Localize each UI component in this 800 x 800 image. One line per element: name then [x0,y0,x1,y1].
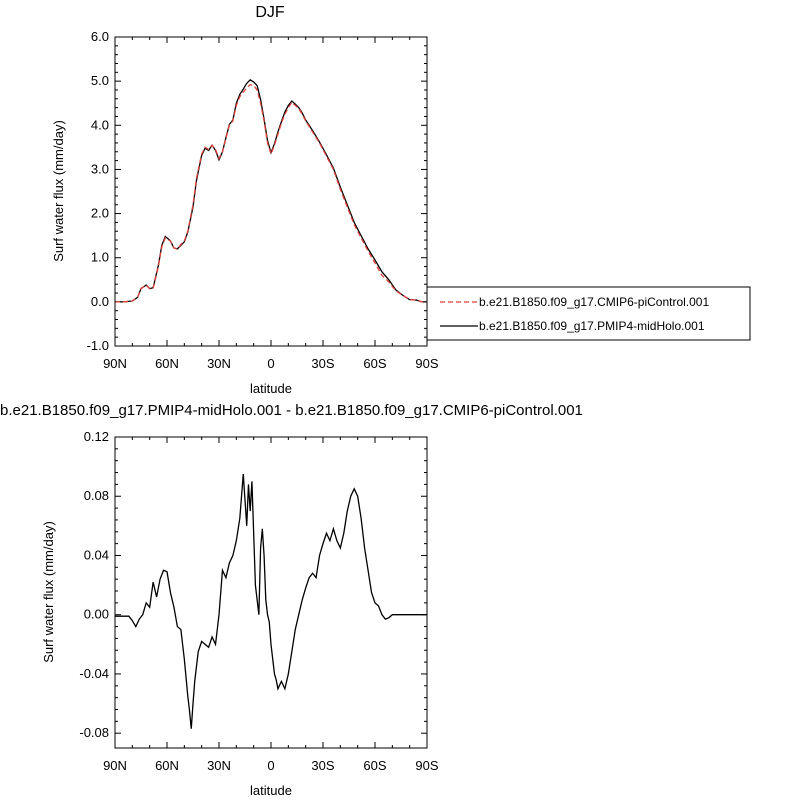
top-y-tick-label: 0.0 [91,294,109,309]
legend-box [426,286,751,341]
bottom-y-tick-label: -0.04 [79,666,109,681]
bottom-x-tick-label: 90N [103,758,127,773]
bottom-panel-series [115,473,427,729]
bottom-y-tick-label: 0.04 [84,547,109,562]
top-x-tick-label: 60N [155,356,179,371]
top-x-tick-label: 60S [363,356,386,371]
top-series-line-0 [115,83,427,303]
bottom-series-line-0 [115,473,427,729]
bottom-x-tick-label: 60N [155,758,179,773]
top-panel-series [115,78,427,303]
legend: b.e21.B1850.f09_g17.CMIP6-piControl.001 … [426,286,751,341]
legend-label-picontrol: b.e21.B1850.f09_g17.CMIP6-piControl.001 [479,295,709,309]
legend-label-midholo: b.e21.B1850.f09_g17.PMIP4-midHolo.001 [479,319,705,333]
bottom-y-tick-label: 0.12 [84,429,109,444]
top-y-tick-label: 1.0 [91,250,109,265]
top-y-tick-label: 5.0 [91,73,109,88]
bottom-x-tick-label: 0 [267,758,274,773]
bottom-chart-title: b.e21.B1850.f09_g17.PMIP4-midHolo.001 - … [0,402,583,419]
bottom-y-tick-label: 0.08 [84,488,109,503]
bottom-x-axis-label: latitude [250,783,292,798]
top-x-tick-label: 90S [415,356,438,371]
bottom-y-tick-label: -0.08 [79,725,109,740]
bottom-x-tick-label: 30N [207,758,231,773]
bottom-y-tick-label: 0.00 [84,607,109,622]
top-plot-frame [114,36,428,347]
top-x-tick-label: 0 [267,356,274,371]
bottom-x-tick-label: 90S [415,758,438,773]
top-x-tick-label: 30N [207,356,231,371]
bottom-y-axis-label: Surf water flux (mm/day) [41,521,56,663]
top-y-tick-label: 6.0 [91,29,109,44]
top-x-axis-label: latitude [250,381,292,396]
bottom-panel: b.e21.B1850.f09_g17.PMIP4-midHolo.001 - … [0,402,583,798]
top-panel: DJF -1.0 0.0 1.0 2.0 3.0 4.0 5.0 6.0 90N 60N 30N 0 3… [51,4,439,396]
top-y-tick-label: -1.0 [87,338,109,353]
top-series-line-1 [115,78,427,303]
top-chart-title: DJF [255,4,285,21]
top-y-axis-label: Surf water flux (mm/day) [51,120,66,262]
top-panel-ticks: -1.0 0.0 1.0 2.0 3.0 4.0 5.0 6.0 90N 60N 30N 0 30S 60… [87,29,439,371]
bottom-x-tick-label: 60S [363,758,386,773]
top-x-tick-label: 90N [103,356,127,371]
top-y-tick-label: 4.0 [91,117,109,132]
top-y-tick-label: 2.0 [91,206,109,221]
bottom-plot-frame [114,436,428,749]
top-x-tick-label: 30S [311,356,334,371]
top-y-tick-label: 3.0 [91,161,109,176]
bottom-x-tick-label: 30S [311,758,334,773]
